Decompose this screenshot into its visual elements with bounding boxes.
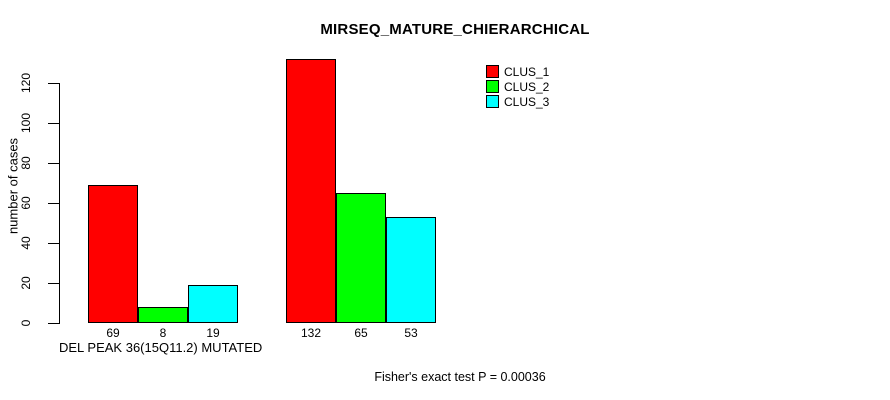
y-axis-line — [59, 83, 60, 324]
bar-value-label: 69 — [106, 326, 120, 340]
chart-title: MIRSEQ_MATURE_CHIERARCHICAL — [320, 21, 590, 38]
legend-label: CLUS_2 — [504, 79, 550, 94]
y-tick-label: 60 — [19, 196, 33, 210]
y-tick-label: 100 — [19, 112, 33, 134]
bar-value-label: 53 — [404, 326, 418, 340]
legend-label: CLUS_3 — [504, 94, 550, 109]
legend-swatch-clus_1 — [486, 65, 499, 78]
y-tick-label: 0 — [19, 319, 33, 327]
y-tick-mark — [48, 122, 59, 124]
bar-clus_3-group1 — [188, 285, 238, 323]
y-tick-mark — [48, 322, 59, 324]
y-tick-mark — [48, 202, 59, 204]
y-tick-label: 120 — [19, 72, 33, 94]
x-axis-label: DEL PEAK 36(15Q11.2) MUTATED — [59, 340, 263, 355]
bar-value-label: 19 — [206, 326, 220, 340]
bar-clus_2-group1 — [138, 307, 188, 323]
y-tick-mark — [48, 282, 59, 284]
bar-value-label: 8 — [159, 326, 167, 340]
bar-value-label: 132 — [300, 326, 322, 340]
bar-clus_1-group2 — [286, 59, 336, 323]
bar-clus_1-group1 — [88, 185, 138, 323]
bar-value-label: 65 — [354, 326, 368, 340]
y-tick-label: 20 — [19, 276, 33, 290]
legend-item-clus_2: CLUS_2 — [486, 79, 549, 94]
legend-swatch-clus_2 — [486, 80, 499, 93]
legend-swatch-clus_3 — [486, 95, 499, 108]
fisher-test-annotation: Fisher's exact test P = 0.00036 — [374, 370, 546, 384]
bar-clus_3-group2 — [386, 217, 436, 323]
legend-label: CLUS_1 — [504, 64, 550, 79]
y-tick-label: 80 — [19, 156, 33, 170]
y-tick-mark — [48, 242, 59, 244]
y-tick-label: 40 — [19, 236, 33, 250]
y-axis-label: number of cases — [5, 137, 21, 235]
legend-item-clus_1: CLUS_1 — [486, 64, 549, 79]
y-tick-mark — [48, 162, 59, 164]
bar-clus_2-group2 — [336, 193, 386, 323]
y-tick-mark — [48, 82, 59, 84]
legend-item-clus_3: CLUS_3 — [486, 94, 549, 109]
legend: CLUS_1 CLUS_2 CLUS_3 — [486, 64, 549, 109]
